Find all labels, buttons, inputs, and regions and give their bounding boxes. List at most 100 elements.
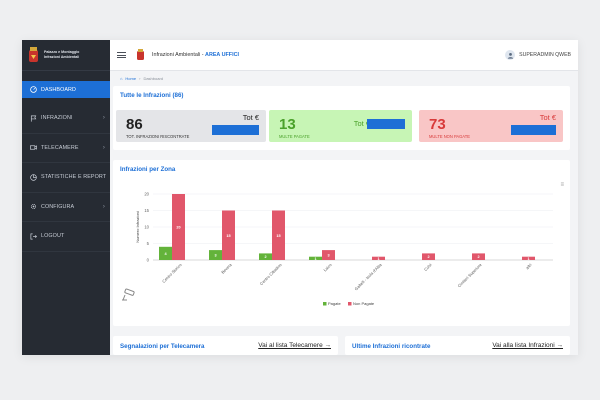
y-axis-label: Numero Infrazioni xyxy=(135,211,140,243)
bar-pagate xyxy=(259,253,272,260)
user-avatar-icon xyxy=(505,50,516,60)
sidebar-item-configura[interactable]: CONFIGURA › xyxy=(22,193,110,222)
x-tick-label: Bevera xyxy=(220,262,233,275)
dashboard-icon xyxy=(29,86,37,94)
stat-paid-amount-bar xyxy=(367,119,405,129)
x-tick-label: altri xyxy=(525,262,533,270)
app-title-text: Infrazioni Ambientali - xyxy=(152,52,206,58)
stat-total-tot: Tot € xyxy=(242,113,259,122)
bar-non-pagate xyxy=(172,194,185,260)
bar-data-label: 1 xyxy=(314,257,316,261)
coat-of-arms-logo xyxy=(29,46,38,62)
y-tick-label: 5 xyxy=(147,241,150,246)
stat-paid-tot: Tot € xyxy=(353,119,370,128)
bar-data-label: 15 xyxy=(226,234,230,238)
bar-data-label: 2 xyxy=(264,255,266,259)
sidebar-item-label: TELECAMERE xyxy=(41,144,79,151)
stat-unpaid-label: MULTE NON PAGATE xyxy=(429,134,470,139)
sidebar-item-statistiche[interactable]: STATISTICHE E REPORT xyxy=(22,163,110,193)
hamburger-menu-icon[interactable] xyxy=(117,52,126,58)
summary-title: Tutte le Infrazioni (86) xyxy=(120,92,184,99)
sidebar-item-logout[interactable]: LOGOUT xyxy=(22,222,110,252)
latest-infractions-title: Ultime Infrazioni ricontrate xyxy=(352,343,431,350)
x-tick-label: Galtelli - Isola d'Alba xyxy=(353,262,383,292)
bar-non-pagate xyxy=(272,210,285,260)
chart-menu-icon[interactable]: ≡ xyxy=(560,182,564,188)
user-menu[interactable]: SUPERADMIN QWEB xyxy=(505,50,571,60)
sidebar-item-label: INFRAZIONI xyxy=(41,115,73,122)
chevron-right-icon: › xyxy=(102,144,105,151)
infractions-list-link[interactable]: Vai alla lista Infrazioni → xyxy=(492,342,563,349)
stat-unpaid-tot: Tot € xyxy=(539,113,556,122)
stat-paid[interactable]: 13 Tot € MULTE PAGATE xyxy=(269,110,412,142)
area-name: AREA UFFICI xyxy=(205,52,239,58)
stat-unpaid-value: 73 xyxy=(429,116,446,133)
y-tick-label: 0 xyxy=(147,258,150,263)
stat-paid-value: 13 xyxy=(279,116,296,133)
bar-data-label: 1 xyxy=(527,257,529,261)
home-icon[interactable]: ⌂ xyxy=(120,76,123,81)
brand-line2: Infrazioni Ambientali xyxy=(44,55,80,59)
camera-list-link[interactable]: Vai al lista Telecamere → xyxy=(258,342,331,349)
camera-reports-title: Segnalazioni per Telecamera xyxy=(120,343,205,350)
stat-unpaid[interactable]: 73 Tot € MULTE NON PAGATE xyxy=(419,110,563,142)
bar-non-pagate xyxy=(322,250,335,260)
breadcrumb: ⌂ Home › Dashboard xyxy=(120,76,163,81)
bar-non-pagate xyxy=(422,253,435,260)
bar-non-pagate xyxy=(222,210,235,260)
legend-label: Non Pagate xyxy=(353,301,375,306)
bar-pagate xyxy=(209,250,222,260)
x-tick-label: Centro Storico xyxy=(161,262,183,284)
flag-icon xyxy=(29,114,37,122)
bar-data-label: 15 xyxy=(276,234,280,238)
bar-data-label: 3 xyxy=(327,254,329,258)
sidebar-item-dashboard[interactable]: DASHBOARD xyxy=(22,81,110,98)
x-tick-label: Centro Cittadino xyxy=(259,262,284,287)
user-name: SUPERADMIN QWEB xyxy=(519,52,571,58)
bar-pagate xyxy=(309,256,322,260)
logout-icon xyxy=(29,232,37,240)
y-tick-label: 20 xyxy=(144,192,149,197)
legend-label: Pagate xyxy=(328,301,341,306)
coat-of-arms-logo xyxy=(137,49,144,60)
stat-unpaid-amount-bar xyxy=(511,125,556,135)
stat-total-label: TOT. INFRAZIONI RISCONTRATE xyxy=(126,134,190,139)
legend-swatch xyxy=(323,302,327,306)
zone-bar-chart: 0 5 10 15 20 Numero Infrazioni 4 20 Centro Stori… xyxy=(135,192,553,306)
bar-data-label: 20 xyxy=(176,226,180,230)
bar-data-label: 4 xyxy=(164,252,167,256)
bar-pagate xyxy=(159,246,172,260)
bar-non-pagate xyxy=(372,256,385,260)
cctv-camera-icon xyxy=(122,288,135,301)
breadcrumb-current: Dashboard xyxy=(143,76,164,81)
sidebar-item-infrazioni[interactable]: INFRAZIONI › xyxy=(22,104,110,134)
bar-non-pagate xyxy=(522,256,535,260)
camera-icon xyxy=(29,144,37,152)
brand: Palazzo e Montaggio Infrazioni Ambiental… xyxy=(22,40,110,71)
sidebar-item-telecamere[interactable]: TELECAMERE › xyxy=(22,134,110,163)
x-tick-label: Cimiteri Superiore xyxy=(457,262,484,289)
sidebar-item-label: STATISTICHE E REPORT xyxy=(41,174,107,181)
gear-icon xyxy=(29,203,37,211)
sidebar-item-label: LOGOUT xyxy=(41,233,65,240)
y-tick-label: 10 xyxy=(144,225,149,230)
stat-total[interactable]: 86 Tot € TOT. INFRAZIONI RISCONTRATE xyxy=(116,110,266,142)
x-tick-label: Colvi xyxy=(423,262,433,272)
sidebar-nav: DASHBOARD INFRAZIONI › TELECAMERE › xyxy=(22,81,110,252)
breadcrumb-home[interactable]: Home xyxy=(125,76,137,81)
sidebar-item-label: DASHBOARD xyxy=(41,86,77,93)
chevron-right-icon: › xyxy=(102,203,105,210)
legend-swatch xyxy=(348,302,352,306)
camera-reports-card: Segnalazioni per Telecamera Vai al lista… xyxy=(113,336,338,355)
topbar: Infrazioni Ambientali - AREA UFFICI SUPE… xyxy=(110,40,578,71)
zone-chart-title: Infrazioni per Zona xyxy=(120,166,176,173)
sidebar: Palazzo e Montaggio Infrazioni Ambiental… xyxy=(22,40,110,355)
bar-data-label: 3 xyxy=(214,254,216,258)
stat-total-amount-bar xyxy=(212,125,259,135)
bar-non-pagate xyxy=(472,253,485,260)
sidebar-item-label: CONFIGURA xyxy=(41,203,75,210)
chart-icon xyxy=(29,173,37,181)
bar-data-label: 2 xyxy=(427,255,429,259)
app-title: Infrazioni Ambientali - AREA UFFICI xyxy=(152,52,239,58)
stat-total-value: 86 xyxy=(126,116,143,133)
